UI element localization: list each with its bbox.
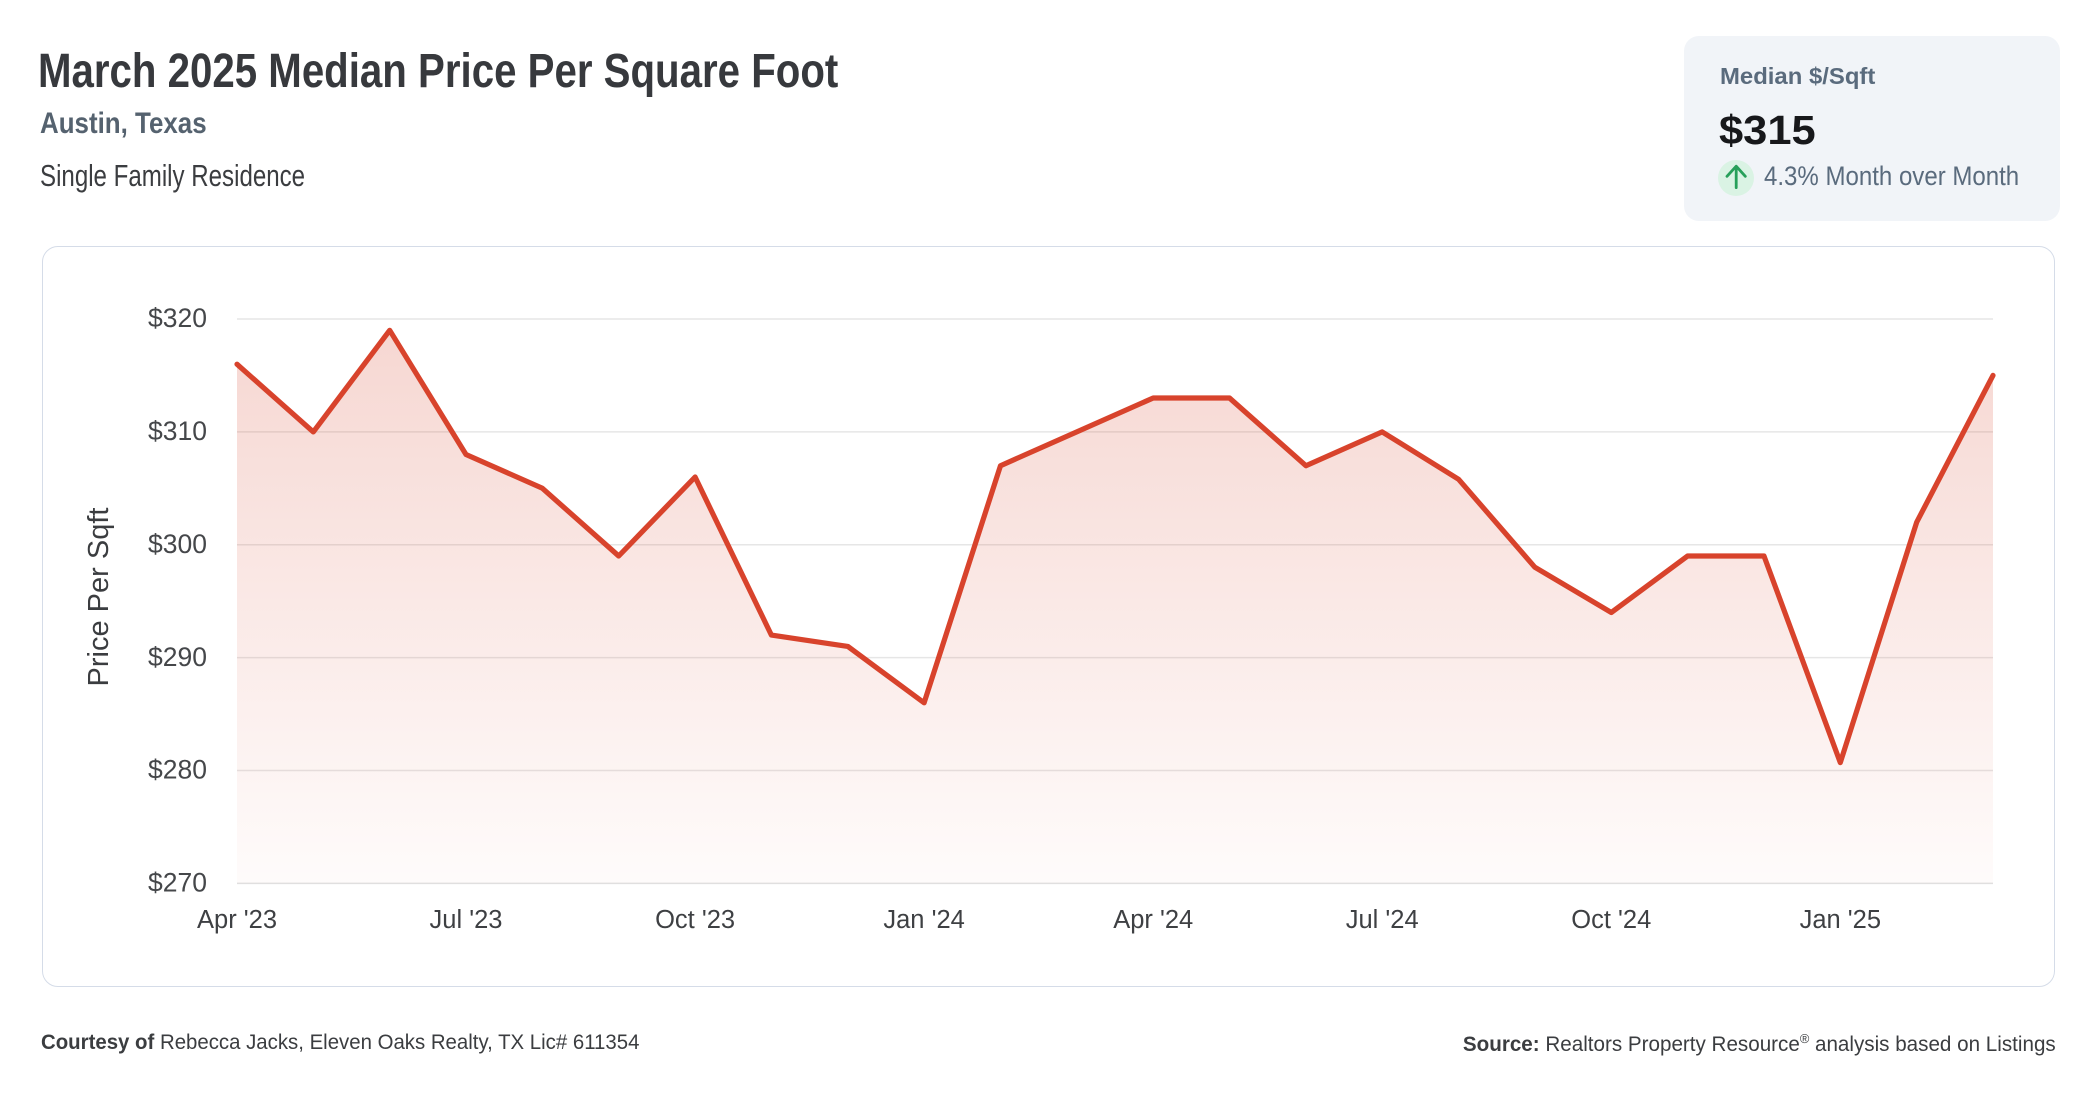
svg-text:Apr '23: Apr '23 bbox=[197, 906, 277, 934]
svg-text:Jan '25: Jan '25 bbox=[1800, 906, 1881, 934]
svg-text:$310: $310 bbox=[148, 416, 207, 446]
svg-text:$280: $280 bbox=[148, 755, 207, 785]
svg-text:$290: $290 bbox=[148, 642, 207, 672]
svg-text:$270: $270 bbox=[148, 868, 207, 898]
svg-text:Price Per Sqft: Price Per Sqft bbox=[83, 508, 115, 687]
svg-text:Jul '24: Jul '24 bbox=[1346, 906, 1419, 934]
svg-text:$300: $300 bbox=[148, 529, 207, 559]
svg-text:Jan '24: Jan '24 bbox=[883, 906, 964, 934]
svg-text:Jul '23: Jul '23 bbox=[430, 906, 503, 934]
svg-text:Apr '24: Apr '24 bbox=[1113, 906, 1193, 934]
svg-text:$320: $320 bbox=[148, 303, 207, 333]
svg-text:Oct '23: Oct '23 bbox=[655, 906, 735, 934]
svg-text:Oct '24: Oct '24 bbox=[1571, 906, 1651, 934]
